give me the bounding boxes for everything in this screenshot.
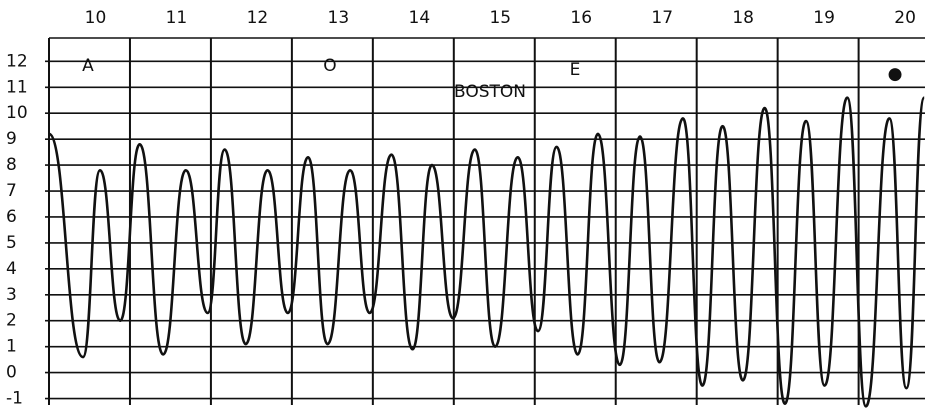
y-tick-label: 5 bbox=[6, 233, 17, 253]
x-tick-label: 12 bbox=[247, 8, 269, 28]
tide-line bbox=[47, 96, 925, 408]
y-tick-label: 4 bbox=[6, 259, 17, 279]
y-tick-label: 8 bbox=[6, 155, 17, 175]
annotation: A bbox=[82, 56, 94, 76]
y-tick-label: 1 bbox=[6, 337, 17, 357]
x-tick-label: 16 bbox=[570, 8, 592, 28]
y-tick-label: 7 bbox=[6, 181, 17, 201]
y-tick-label: 9 bbox=[6, 129, 17, 149]
y-tick-label: 11 bbox=[6, 77, 28, 97]
x-tick-label: 20 bbox=[894, 8, 916, 28]
y-tick-label: 0 bbox=[6, 363, 17, 383]
x-tick-label: 14 bbox=[409, 8, 431, 28]
y-tick-label: 3 bbox=[6, 285, 17, 305]
y-tick-label: 6 bbox=[6, 207, 17, 227]
x-tick-label: 18 bbox=[732, 8, 754, 28]
x-tick-label: 10 bbox=[85, 8, 107, 28]
x-tick-label: 13 bbox=[328, 8, 350, 28]
annotation: O bbox=[323, 56, 336, 76]
y-tick-label: 10 bbox=[6, 103, 28, 123]
x-tick-label: 17 bbox=[651, 8, 673, 28]
annotation: BOSTON bbox=[454, 82, 526, 102]
y-tick-label: -1 bbox=[6, 389, 23, 409]
y-tick-label: 12 bbox=[6, 51, 28, 71]
annotation: E bbox=[570, 60, 581, 80]
x-tick-label: 19 bbox=[813, 8, 835, 28]
annotation: ● bbox=[888, 64, 903, 84]
x-tick-label: 15 bbox=[489, 8, 511, 28]
y-tick-label: 2 bbox=[6, 311, 17, 331]
x-tick-label: 11 bbox=[166, 8, 188, 28]
